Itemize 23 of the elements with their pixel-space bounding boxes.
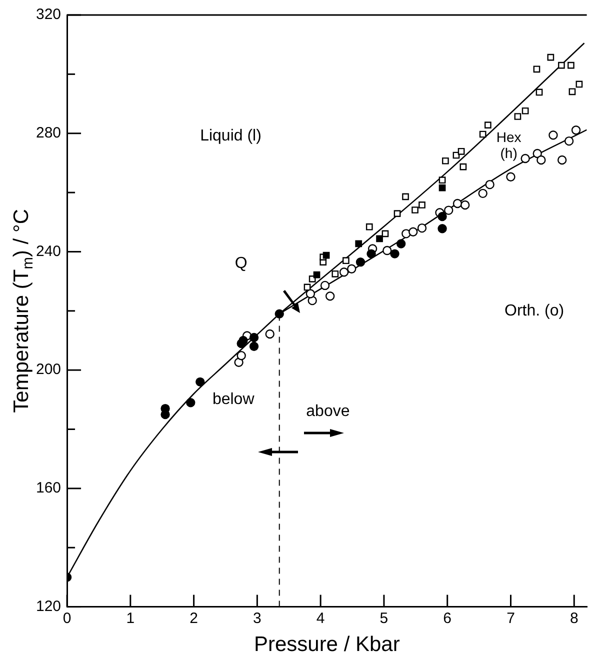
annotation: Orth. (o) xyxy=(504,302,564,320)
x-tick-label: 8 xyxy=(570,610,578,627)
y-tick-label: 200 xyxy=(36,361,62,378)
x-tick-label: 1 xyxy=(126,610,135,627)
y-axis-title: Temperature (Tm) / °C xyxy=(10,208,36,413)
y-tick-label: 120 xyxy=(36,598,62,615)
annotation: Hex (h) xyxy=(496,129,522,162)
annotation: Q xyxy=(234,254,248,272)
x-tick-label: 2 xyxy=(190,610,198,627)
y-tick-label: 160 xyxy=(36,480,62,497)
annotation: below xyxy=(212,391,255,408)
x-tick-label: 6 xyxy=(443,610,452,627)
annotation: above xyxy=(306,402,350,420)
annotation: Liquid (l) xyxy=(200,128,262,145)
x-tick-label: 5 xyxy=(380,610,388,627)
x-tick-label: 4 xyxy=(316,610,325,627)
x-tick-label: 0 xyxy=(62,610,72,627)
x-axis-title: Pressure / Kbar xyxy=(254,633,400,656)
x-tick-label: 3 xyxy=(253,610,262,627)
y-tick-label: 240 xyxy=(36,242,62,260)
y-tick-label: 280 xyxy=(36,124,62,142)
y-tick-label: 320 xyxy=(36,6,62,24)
x-tick-label: 7 xyxy=(506,610,515,627)
